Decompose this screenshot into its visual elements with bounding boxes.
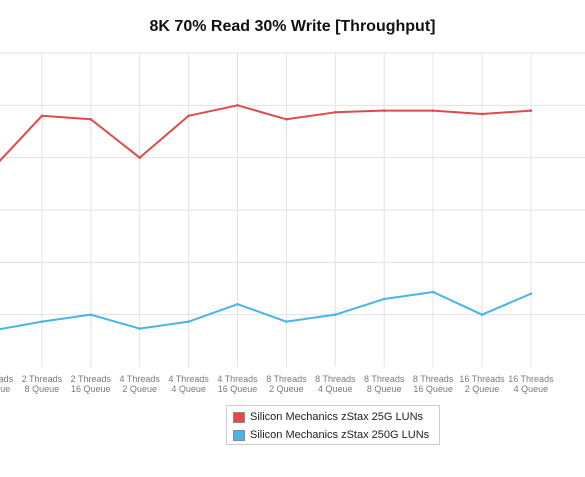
x-tick-label-line: 8 Queue [367,384,402,394]
x-tick-label-line: 2 Queue [465,384,500,394]
x-tick-label-line: 4 Queue [0,384,10,394]
data-point-s1-12 [529,109,533,112]
x-tick-label-line: 4 Threads [168,374,209,384]
data-point-s2-6 [236,302,239,306]
x-tick-label: 8 Threads 8 Queue [364,374,405,394]
x-tick-label-line: 4 Queue [171,384,206,394]
x-tick-label: 4 Threads 16 Queue [217,374,258,394]
x-tick-label: 2 Threads 16 Queue [71,374,112,394]
series-line-1 [0,104,531,163]
data-point-s1-9 [382,109,386,112]
x-tick-label-line: 4 Threads [217,374,258,384]
data-point-s1-7 [285,117,288,121]
x-tick-label-line: 2 Threads [71,374,112,384]
series-line-2 [0,290,532,331]
x-tick-label-line: 8 Threads [364,374,405,384]
legend-swatch-250g [233,429,245,441]
x-tick-label-line: 4 Queue [318,384,353,394]
x-tick-label-line: 2 Threads [0,374,14,384]
data-point-s2-10 [431,290,435,294]
data-point-s1-6 [236,104,239,107]
data-point-s1-10 [431,109,435,112]
data-point-s1-8 [334,111,337,114]
x-tick-label-line: 4 Threads [120,374,161,384]
legend-item-250g[interactable]: Silicon Mechanics zStax 250G LUNs [233,428,429,442]
data-point-s2-5 [187,320,190,323]
data-point-s1-2 [40,114,44,118]
data-point-s1-4 [138,156,141,159]
x-tick-label: 4 Threads 2 Queue [120,374,161,394]
data-point-s2-9 [382,297,386,301]
x-tick-label: 16 Threads 4 Queue [508,374,554,394]
data-point-s2-3 [89,313,93,316]
data-point-s2-8 [334,313,337,316]
legend-label-25g: Silicon Mechanics zStax 25G LUNs [250,411,424,423]
data-point-s1-5 [187,114,190,118]
x-tick-label-line: 8 Threads [266,374,307,384]
x-tick-label-line: 8 Queue [25,384,60,394]
x-tick-label: 2 Threads 8 Queue [22,374,63,394]
chart-title: 8K 70% Read 30% Write [Throughput] [149,18,436,35]
data-point-s1-11 [480,112,484,116]
data-point-s2-11 [480,313,484,316]
x-tick-label: 8 Threads 4 Queue [315,374,356,394]
data-point-s2-4 [138,327,141,330]
x-tick-label-line: 16 Queue [71,384,111,394]
data-point-s1-3 [89,117,93,121]
x-tick-label: 16 Threads 2 Queue [459,374,505,394]
x-tick-label-line: 2 Queue [269,384,304,394]
x-tick-label-line: 2 Queue [122,384,157,394]
x-tick-label: 8 Threads 2 Queue [266,374,307,394]
x-tick-label-line: 16 Queue [218,384,258,394]
legend-item-25g[interactable]: Silicon Mechanics zStax 25G LUNs [233,410,423,424]
x-tick-label: 4 Threads 4 Queue [168,374,209,394]
x-tick-label-line: 2 Threads [22,374,63,384]
x-tick-label-line: 16 Threads [508,374,554,384]
data-point-s2-12 [529,292,533,296]
legend-label-250g: Silicon Mechanics zStax 250G LUNs [250,429,430,441]
x-tick-label-line: 16 Queue [413,384,453,394]
data-point-s2-2 [40,320,44,323]
series-layer [0,104,533,331]
x-tick-label-line: 4 Queue [514,384,549,394]
x-tick-label-line: 8 Threads [413,374,454,384]
data-point-s2-7 [285,320,288,323]
x-tick-label-line: 16 Threads [459,374,505,384]
legend: Silicon Mechanics zStax 25G LUNs Silicon… [226,405,440,445]
legend-swatch-25g [233,411,245,423]
x-tick-label-line: 8 Threads [315,374,356,384]
x-tick-label: 8 Threads 16 Queue [413,374,454,394]
